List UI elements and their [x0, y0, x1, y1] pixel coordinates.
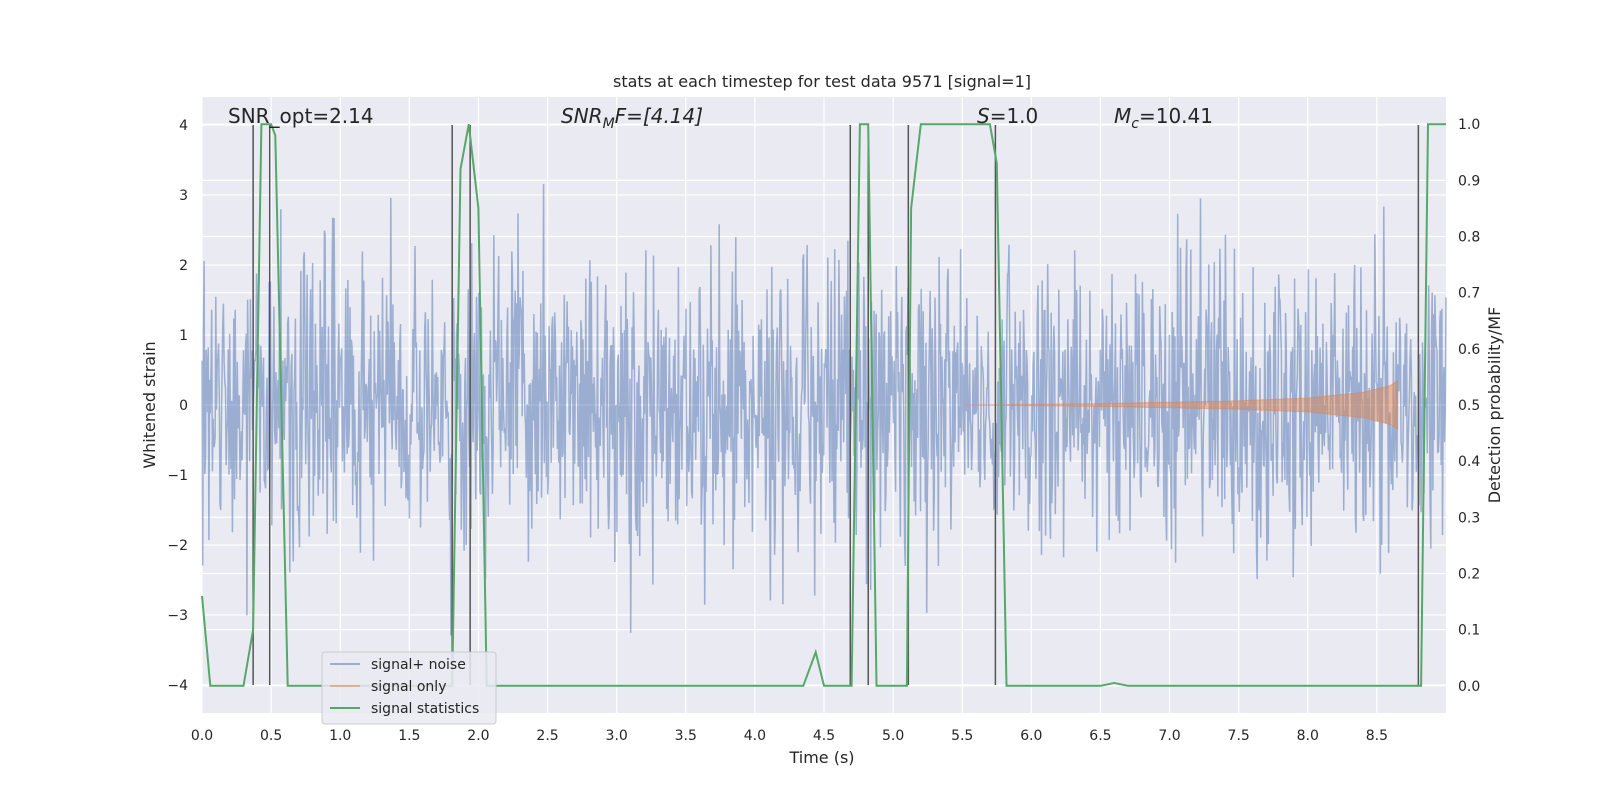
x-tick-label: 7.5 — [1228, 728, 1250, 744]
x-tick-label: 1.5 — [398, 728, 420, 744]
y-tick-label: −1 — [167, 468, 188, 484]
y-right-tick-label: 0.7 — [1458, 286, 1480, 302]
x-tick-label: 4.0 — [744, 728, 766, 744]
y-tick-label: 2 — [179, 258, 188, 274]
y-axis-ticks: −4 −3 −2 −1 0 1 2 3 4 — [167, 118, 188, 694]
signal-statistics-line — [201, 123, 1446, 687]
signal-only-series — [962, 379, 1399, 431]
y-tick-label: −2 — [167, 538, 188, 554]
x-axis-ticks: 0.0 0.5 1.0 1.5 2.0 2.5 3.0 3.5 4.0 4.5 5.0 5.5 6.0 6… — [191, 728, 1388, 744]
annotation-snr-opt: SNR_opt=2.14 — [228, 104, 374, 128]
x-tick-label: 7.0 — [1158, 728, 1180, 744]
y-right-tick-label: 0.0 — [1458, 679, 1480, 695]
x-tick-label: 8.5 — [1366, 728, 1388, 744]
x-tick-label: 8.0 — [1297, 728, 1319, 744]
annotation-s: S=1.0 — [977, 104, 1038, 128]
x-tick-label: 3.5 — [675, 728, 697, 744]
y-tick-label: −3 — [167, 608, 188, 624]
signal-statistics-series — [201, 123, 1446, 687]
y-right-tick-label: 0.3 — [1458, 510, 1480, 526]
y-tick-label: 0 — [179, 398, 188, 414]
x-tick-label: 0.0 — [191, 728, 213, 744]
y-right-tick-label: 0.2 — [1458, 566, 1480, 582]
x-tick-label: 0.5 — [260, 728, 282, 744]
legend: signal+ noise signal only signal statist… — [321, 651, 497, 725]
y-right-tick-label: 0.9 — [1458, 173, 1480, 189]
x-tick-label: 5.0 — [882, 728, 904, 744]
y-tick-label: −4 — [167, 678, 188, 694]
y-right-tick-label: 0.6 — [1458, 342, 1480, 358]
x-tick-label: 3.0 — [606, 728, 628, 744]
x-tick-label: 1.0 — [329, 728, 351, 744]
signal-only-band — [962, 379, 1399, 431]
annotation-mc: Mc=10.41 — [1114, 104, 1213, 132]
vertical-markers — [252, 125, 1420, 685]
y-axis-right-label: Detection probability/MF — [1485, 307, 1504, 504]
y-tick-label: 4 — [179, 118, 188, 134]
x-tick-label: 5.5 — [951, 728, 973, 744]
y-right-tick-label: 1.0 — [1458, 117, 1480, 133]
y-right-tick-label: 0.1 — [1458, 623, 1480, 639]
x-tick-label: 6.5 — [1089, 728, 1111, 744]
legend-label-signal-only: signal only — [371, 679, 446, 695]
legend-box — [321, 651, 497, 725]
legend-label-signal-statistics: signal statistics — [371, 701, 479, 717]
legend-label-signal-noise: signal+ noise — [371, 657, 466, 673]
x-axis-label: Time (s) — [788, 748, 854, 767]
x-tick-label: 6.0 — [1020, 728, 1042, 744]
y-tick-label: 1 — [179, 328, 188, 344]
y-right-tick-label: 0.8 — [1458, 230, 1480, 246]
y-right-tick-label: 0.4 — [1458, 454, 1480, 470]
chart-title: stats at each timestep for test data 957… — [613, 72, 1031, 91]
x-tick-label: 2.0 — [467, 728, 489, 744]
x-tick-label: 2.5 — [536, 728, 558, 744]
annotation-snr-mf: SNRMF=[4.14] — [561, 104, 703, 132]
y-axis-label: Whitened strain — [140, 341, 159, 468]
y-right-tick-label: 0.5 — [1458, 398, 1480, 414]
y-axis-right-ticks: 0.0 0.1 0.2 0.3 0.4 0.5 0.6 0.7 0.8 0.9 1.0 — [1458, 117, 1480, 695]
signal-noise-line — [201, 184, 1447, 636]
y-tick-label: 3 — [179, 188, 188, 204]
signal-noise-series — [201, 184, 1447, 636]
x-tick-label: 4.5 — [813, 728, 835, 744]
